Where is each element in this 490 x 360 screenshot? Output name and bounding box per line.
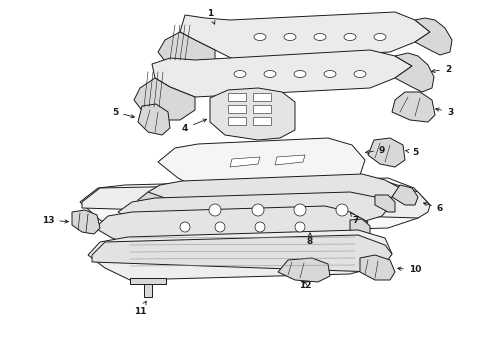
Polygon shape xyxy=(138,104,170,135)
Bar xyxy=(228,117,246,125)
Circle shape xyxy=(295,222,305,232)
Text: 12: 12 xyxy=(299,280,311,289)
Circle shape xyxy=(336,204,348,216)
Text: 9: 9 xyxy=(366,145,385,154)
Bar xyxy=(253,93,271,101)
Polygon shape xyxy=(95,206,368,246)
Bar xyxy=(253,117,271,125)
Text: 11: 11 xyxy=(134,301,146,316)
Circle shape xyxy=(215,222,225,232)
Polygon shape xyxy=(92,235,392,272)
Circle shape xyxy=(209,204,221,216)
Polygon shape xyxy=(360,255,395,280)
Polygon shape xyxy=(375,195,395,212)
Ellipse shape xyxy=(314,33,326,41)
Circle shape xyxy=(294,204,306,216)
Text: 6: 6 xyxy=(423,202,443,212)
Polygon shape xyxy=(152,50,412,97)
Polygon shape xyxy=(144,280,152,297)
Polygon shape xyxy=(72,210,100,234)
Polygon shape xyxy=(392,185,418,205)
Polygon shape xyxy=(118,192,390,230)
Text: 5: 5 xyxy=(112,108,134,118)
Polygon shape xyxy=(158,138,365,190)
Polygon shape xyxy=(392,92,435,122)
Ellipse shape xyxy=(324,71,336,77)
Text: 3: 3 xyxy=(436,108,453,117)
Polygon shape xyxy=(180,12,430,60)
Polygon shape xyxy=(148,174,400,210)
Text: 2: 2 xyxy=(432,64,451,73)
Bar xyxy=(228,93,246,101)
Polygon shape xyxy=(80,178,430,235)
Circle shape xyxy=(255,222,265,232)
Circle shape xyxy=(180,222,190,232)
Text: 10: 10 xyxy=(398,266,421,275)
Ellipse shape xyxy=(354,71,366,77)
Polygon shape xyxy=(368,138,405,167)
Ellipse shape xyxy=(284,33,296,41)
Polygon shape xyxy=(230,157,260,167)
Text: 1: 1 xyxy=(207,9,215,24)
Polygon shape xyxy=(158,32,215,75)
Polygon shape xyxy=(350,219,370,237)
Polygon shape xyxy=(88,230,392,280)
Polygon shape xyxy=(134,78,195,120)
Text: 5: 5 xyxy=(406,148,418,157)
Ellipse shape xyxy=(264,71,276,77)
Polygon shape xyxy=(278,258,330,282)
Text: 4: 4 xyxy=(182,119,207,132)
Polygon shape xyxy=(210,88,295,140)
Polygon shape xyxy=(138,192,175,217)
Ellipse shape xyxy=(374,33,386,41)
Ellipse shape xyxy=(234,71,246,77)
Polygon shape xyxy=(130,278,166,284)
Text: 7: 7 xyxy=(350,212,359,225)
Ellipse shape xyxy=(344,33,356,41)
Polygon shape xyxy=(395,53,434,92)
Ellipse shape xyxy=(254,33,266,41)
Polygon shape xyxy=(415,18,452,55)
Polygon shape xyxy=(82,182,430,218)
Circle shape xyxy=(252,204,264,216)
Text: 8: 8 xyxy=(307,233,313,247)
Bar xyxy=(228,105,246,113)
Bar xyxy=(253,105,271,113)
Text: 13: 13 xyxy=(42,216,68,225)
Ellipse shape xyxy=(294,71,306,77)
Polygon shape xyxy=(275,155,305,165)
